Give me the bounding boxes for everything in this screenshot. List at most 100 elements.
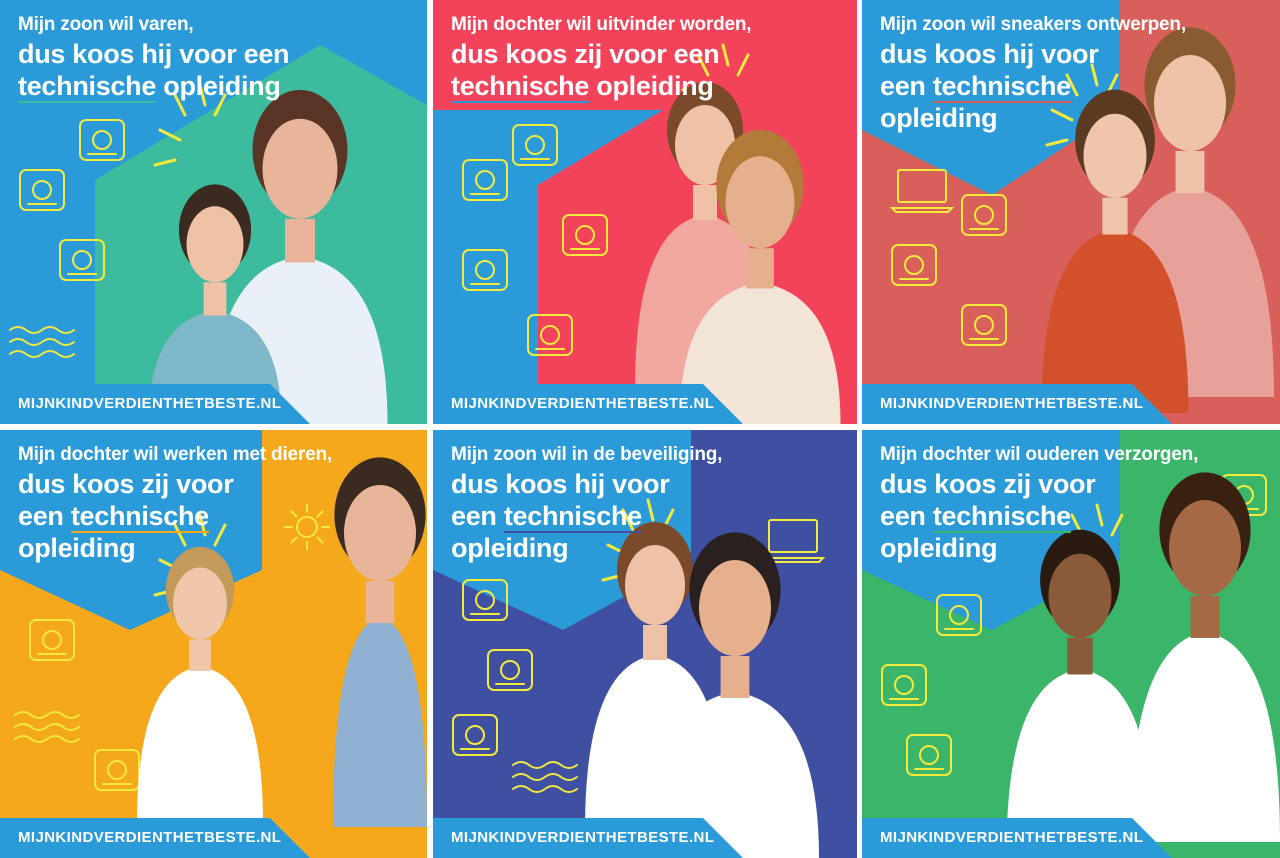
house-shape [862,0,1120,195]
headline-line: een technische [18,500,332,533]
waves-icon [14,711,80,743]
person-photo [1006,529,1154,853]
headline-text: opleiding [156,71,281,101]
headline-line: opleiding [880,102,1186,134]
city-skyline-icon [19,169,65,211]
ecg-monitor-icon [936,594,982,636]
headline: Mijn zoon wil varen, dus koos hij voor ee… [18,12,290,103]
3d-printer-icon [961,194,1007,236]
headline-text: een [880,71,933,101]
headline-text: dus koos zij voor [880,469,1096,499]
headline-line: technische opleiding [18,70,289,103]
mri-scanner-icon [906,734,952,776]
headline-line: opleiding [18,532,332,564]
headline-line: dus koos zij voor een [451,38,751,70]
ship-icon [59,239,105,281]
website-link[interactable]: MIJNKINDVERDIENTHETBESTE.NL [862,818,1172,858]
website-link[interactable]: MIJNKINDVERDIENTHETBESTE.NL [0,384,310,424]
person-photo [137,546,263,824]
headline-text: opleiding [451,533,569,563]
ad-tile: Mijn zoon wil in de beveiliging, dus koos… [433,430,857,858]
highlight-rays [153,83,227,167]
headline-line: dus koos zij voor [880,468,1198,500]
headline-text: opleiding [880,533,998,563]
vr-headset-icon [527,314,573,356]
headline: Mijn zoon wil in de beveiliging, dus koos… [451,442,722,564]
website-link[interactable]: MIJNKINDVERDIENTHETBESTE.NL [433,384,743,424]
headline-intro: Mijn zoon wil varen, [18,14,194,35]
sneaker-icon [891,244,937,286]
barn-icon [29,619,75,661]
tile-artwork [0,430,427,827]
ad-tile: Mijn dochter wil uitvinder worden, dus ko… [433,0,857,424]
wheelchair-icon [881,664,927,706]
ad-tile: Mijn zoon wil varen, dus koos hij voor ee… [0,0,427,424]
chip-icon [562,214,608,256]
ad-tile: Mijn zoon wil sneakers ontwerpen, dus koo… [862,0,1280,424]
wind-turbine-icon [452,714,498,756]
headline-line: een technische [451,500,722,533]
person-photo [1130,472,1280,842]
headline-line: een technische [880,500,1198,533]
website-url[interactable]: MIJNKINDVERDIENTHETBESTE.NL [18,829,282,846]
website-url[interactable]: MIJNKINDVERDIENTHETBESTE.NL [880,829,1144,846]
headline-highlight: technische [503,501,642,533]
headline-highlight: technische [932,71,1071,103]
headline-line: dus koos hij voor [880,38,1186,70]
headline-intro: Mijn dochter wil uitvinder worden, [451,14,752,35]
headline-text: dus koos zij voor een [451,39,720,69]
headline-text: opleiding [18,533,136,563]
headline-line: technische opleiding [451,70,751,103]
headline-highlight: technische [70,501,209,533]
person-photo [679,129,841,424]
globe-box-icon [961,304,1007,346]
website-link[interactable]: MIJNKINDVERDIENTHETBESTE.NL [433,818,743,858]
person-photo [651,532,819,858]
headline-text: een [451,501,504,531]
laptop-icon [760,519,826,563]
headline-text: een [18,501,71,531]
headline-highlight: technische [18,71,157,103]
headline: Mijn dochter wil ouderen verzorgen, dus k… [880,442,1198,564]
waves-icon [512,761,578,793]
headline: Mijn dochter wil uitvinder worden, dus ko… [451,12,752,103]
headline-text: een [880,501,933,531]
ad-tile: Mijn dochter wil werken met dieren, dus k… [0,430,427,858]
headline-intro: Mijn zoon wil in de beveiliging, [451,444,723,465]
website-url[interactable]: MIJNKINDVERDIENTHETBESTE.NL [18,395,282,412]
robot-arm-icon [462,159,508,201]
headline: Mijn dochter wil werken met dieren, dus k… [18,442,332,564]
ad-tile: Mijn dochter wil ouderen verzorgen, dus k… [862,430,1280,858]
headline-highlight: technische [932,501,1071,533]
laptop-icon [889,169,955,213]
headline-text: dus koos zij voor [18,469,234,499]
headline-line: opleiding [880,532,1198,564]
headline-highlight: technische [451,71,590,103]
security-camera-icon [462,579,508,621]
website-url[interactable]: MIJNKINDVERDIENTHETBESTE.NL [451,829,715,846]
headline-text: dus koos hij voor [451,469,670,499]
website-link[interactable]: MIJNKINDVERDIENTHETBESTE.NL [862,384,1172,424]
person-photo [333,457,427,827]
person-photo [1041,89,1189,413]
ar-phone-icon [462,249,508,291]
headline-line: opleiding [451,532,722,564]
headline-text: opleiding [589,71,714,101]
headline-text: opleiding [880,103,998,133]
headline-text: dus koos hij voor een [18,39,290,69]
headline-text: dus koos hij voor [880,39,1099,69]
lock-circuit-icon [487,649,533,691]
airplane-icon [79,119,125,161]
website-url[interactable]: MIJNKINDVERDIENTHETBESTE.NL [880,395,1144,412]
website-url[interactable]: MIJNKINDVERDIENTHETBESTE.NL [451,395,715,412]
tile-artwork [9,45,427,424]
highlight-rays [1045,63,1119,147]
headline-intro: Mijn dochter wil ouderen verzorgen, [880,444,1199,465]
website-link[interactable]: MIJNKINDVERDIENTHETBESTE.NL [0,818,310,858]
tile-artwork [433,430,826,858]
headline-line: dus koos hij voor [451,468,722,500]
tile-artwork [862,0,1274,413]
headline: Mijn zoon wil sneakers ontwerpen, dus koo… [880,12,1186,134]
wheat-icon [94,749,140,791]
waves-icon [9,326,75,358]
